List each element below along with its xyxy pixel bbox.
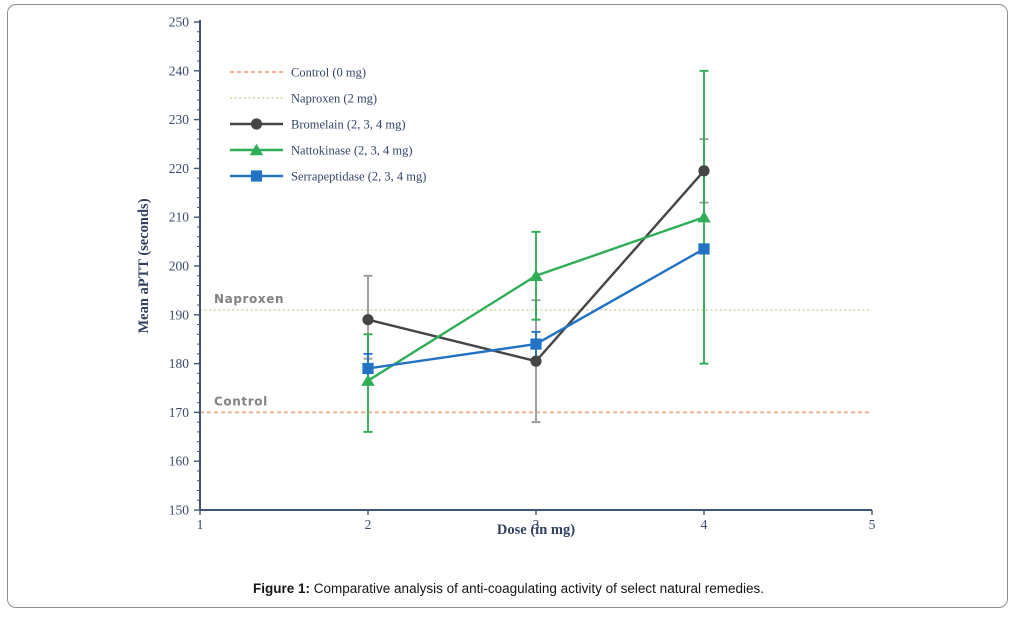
x-tick-label: 5: [869, 517, 876, 532]
x-tick-label: 4: [701, 517, 708, 532]
figure-caption: Figure 1: Comparative analysis of anti-c…: [0, 581, 1017, 596]
y-tick-label: 150: [169, 503, 190, 518]
legend-bromelain-marker: [250, 118, 263, 130]
data-point-serrapeptidase-4mg: [698, 243, 710, 255]
figure-caption-text: Comparative analysis of anti-coagulating…: [310, 581, 764, 596]
legend-serrapeptidase-marker: [250, 170, 263, 182]
y-tick-label: 160: [169, 454, 190, 469]
y-axis-title: Mean aPTT (seconds): [136, 198, 152, 333]
y-tick-label: 190: [169, 307, 190, 322]
y-tick-label: 180: [169, 356, 190, 371]
y-tick-label: 210: [169, 210, 190, 225]
legend-bromelain-label: Bromelain (2, 3, 4 mg): [291, 118, 406, 132]
data-point-bromelain-3mg: [530, 355, 542, 367]
data-point-bromelain-4mg: [698, 165, 710, 177]
refline-annotation-control: Control: [214, 394, 268, 408]
data-point-serrapeptidase-3mg: [530, 338, 542, 350]
data-point-nattokinase-2mg: [361, 374, 375, 386]
x-tick-label: 1: [197, 517, 204, 532]
legend-nattokinase-marker: [249, 143, 264, 156]
legend-serrapeptidase-label: Serrapeptidase (2, 3, 4 mg): [291, 170, 426, 184]
x-tick-label: 2: [365, 517, 372, 532]
y-tick-label: 200: [169, 259, 190, 274]
legend-control-label: Control (0 mg): [291, 66, 366, 80]
y-tick-label: 230: [169, 112, 190, 127]
data-point-nattokinase-4mg: [697, 211, 711, 223]
figure-frame: [7, 4, 1008, 608]
figure-caption-label: Figure 1:: [253, 581, 311, 596]
y-tick-label: 250: [169, 15, 190, 30]
y-tick-label: 240: [169, 63, 190, 78]
data-point-nattokinase-3mg: [529, 269, 543, 281]
y-tick-label: 220: [169, 161, 190, 176]
data-point-serrapeptidase-2mg: [362, 362, 374, 375]
x-tick-label: 3: [533, 517, 540, 532]
x-axis-title: Dose (in mg): [497, 522, 575, 538]
legend-naproxen-label: Naproxen (2 mg): [291, 92, 377, 106]
y-tick-label: 170: [169, 405, 190, 420]
refline-annotation-naproxen: Naproxen: [214, 292, 284, 306]
data-point-bromelain-2mg: [362, 314, 374, 326]
legend-nattokinase-label: Nattokinase (2, 3, 4 mg): [291, 144, 413, 158]
